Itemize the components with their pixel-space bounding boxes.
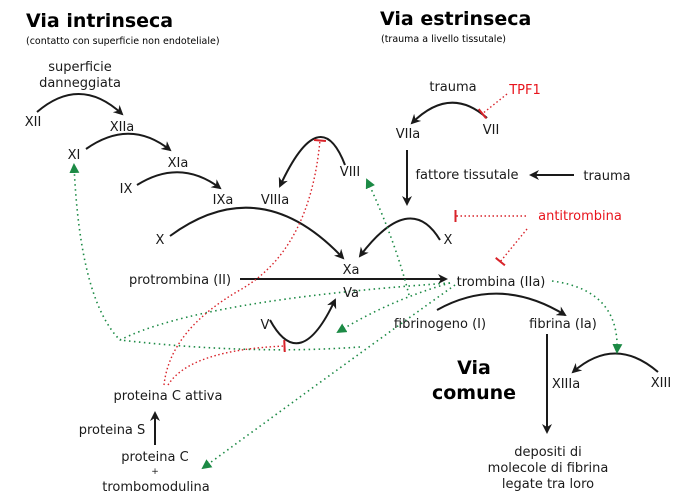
label-fibrin: fibrina (Ia) (529, 317, 597, 332)
label-Va: Va (343, 286, 359, 301)
label-XIa: XIa (168, 156, 189, 171)
label-antithrombin: antitrombina (538, 209, 622, 224)
inhibition-arrows (163, 93, 528, 386)
label-deposits-1: depositi di (514, 445, 582, 460)
label-Xa: Xa (343, 263, 360, 278)
label-XI: XI (68, 148, 81, 163)
label-V: V (261, 318, 270, 333)
label-VIII: VIII (340, 165, 360, 180)
label-thrombin: trombina (IIa) (457, 275, 546, 290)
extrinsic-pathway-heading: Via estrinseca (380, 8, 531, 30)
label-XII: XII (25, 115, 42, 130)
label-IXa: IXa (213, 193, 234, 208)
extrinsic-pathway-subtitle: (trauma a livello tissutale) (381, 34, 506, 45)
label-X-intrinsic: X (156, 233, 165, 248)
label-VII: VII (483, 123, 500, 138)
label-deposits-2: molecole di fibrina (488, 461, 609, 476)
common-pathway-heading-1: Via (457, 357, 491, 379)
label-trauma-top: trauma (429, 80, 476, 95)
label-surface-1: superficie (48, 60, 112, 75)
common-pathway-heading-2: comune (432, 382, 516, 404)
label-XIIIa: XIIIa (552, 377, 580, 392)
label-tpf1: TPF1 (508, 83, 541, 98)
label-XIIa: XIIa (110, 120, 135, 135)
positive-feedback-arrows (69, 163, 623, 470)
label-surface-2: danneggiata (39, 76, 121, 91)
label-plus: + (151, 467, 159, 477)
label-VIIIa: VIIIa (261, 193, 289, 208)
intrinsic-pathway-subtitle: (contatto con superficie non endoteliale… (26, 36, 220, 47)
factor-labels: superficie danneggiata XII XIIa XI XIa I… (25, 60, 672, 495)
label-tissue-factor: fattore tissutale (415, 168, 518, 183)
label-XIII: XIII (651, 376, 671, 391)
label-trauma-right: trauma (583, 169, 630, 184)
label-protein-s: proteina S (79, 423, 146, 438)
label-prothrombin: protrombina (II) (129, 273, 231, 288)
intrinsic-pathway-heading: Via intrinseca (26, 10, 173, 32)
label-fibrinogen: fibrinogeno (I) (394, 317, 486, 332)
label-IX: IX (120, 182, 133, 197)
label-X-extrinsic: X (444, 233, 453, 248)
label-VIIa: VIIa (396, 127, 421, 142)
label-thrombomodulin: trombomodulina (102, 480, 210, 495)
label-protein-c-active: proteina C attiva (114, 389, 223, 404)
label-protein-c: proteina C (121, 450, 188, 465)
label-deposits-3: legate tra loro (502, 477, 594, 492)
